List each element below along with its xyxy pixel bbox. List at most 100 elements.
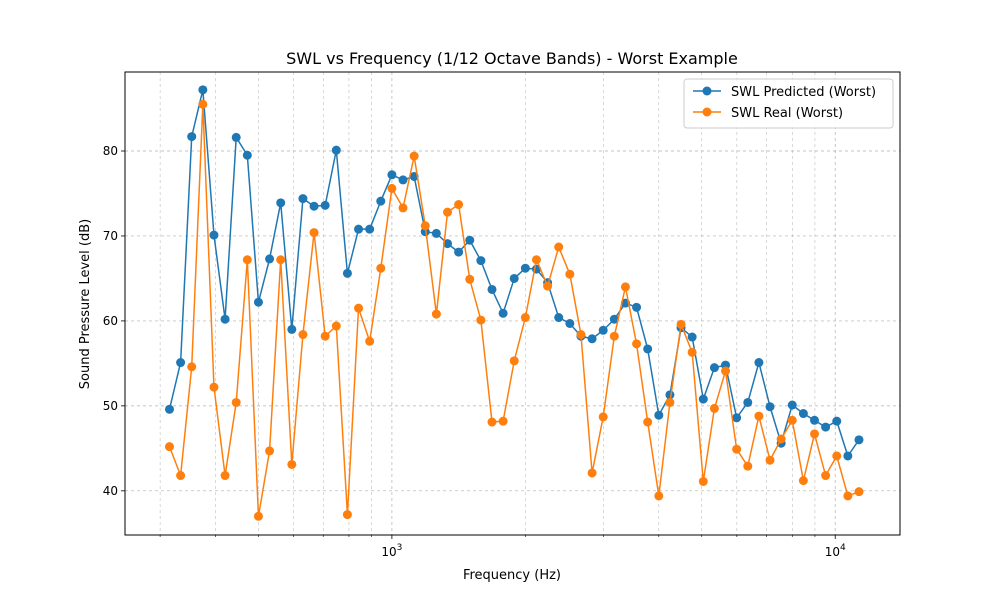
data-point bbox=[365, 336, 375, 346]
data-point bbox=[543, 281, 553, 291]
data-point bbox=[242, 255, 252, 265]
data-point bbox=[787, 400, 797, 410]
data-point bbox=[687, 347, 697, 357]
data-point bbox=[754, 358, 764, 368]
data-point bbox=[787, 415, 797, 425]
data-point bbox=[743, 397, 753, 407]
data-point bbox=[843, 491, 853, 501]
data-point bbox=[220, 471, 230, 481]
data-point bbox=[487, 417, 497, 427]
data-point bbox=[331, 321, 341, 331]
data-point bbox=[320, 331, 330, 341]
data-point bbox=[676, 319, 686, 329]
data-point bbox=[276, 198, 286, 208]
data-point bbox=[409, 151, 419, 161]
data-point bbox=[554, 313, 564, 323]
legend-label-predicted: SWL Predicted (Worst) bbox=[731, 85, 876, 100]
data-point bbox=[443, 239, 453, 249]
data-point bbox=[554, 242, 564, 252]
data-point bbox=[498, 416, 508, 426]
data-point bbox=[531, 255, 541, 265]
data-point bbox=[231, 397, 241, 407]
data-point bbox=[443, 207, 453, 217]
data-point bbox=[198, 85, 208, 95]
data-point bbox=[643, 344, 653, 354]
data-point bbox=[620, 282, 630, 292]
data-point bbox=[253, 511, 263, 521]
plot-area bbox=[125, 72, 900, 535]
series-real bbox=[164, 99, 864, 521]
data-point bbox=[476, 315, 486, 325]
plot-frame bbox=[124, 71, 901, 536]
data-point bbox=[587, 468, 597, 478]
data-point bbox=[265, 254, 275, 264]
data-point bbox=[798, 409, 808, 419]
y-tick-label: 60 bbox=[103, 314, 118, 328]
data-point bbox=[209, 382, 219, 392]
data-point bbox=[298, 330, 308, 340]
data-point bbox=[654, 491, 664, 501]
legend-box bbox=[683, 78, 894, 129]
data-point bbox=[287, 324, 297, 334]
data-point bbox=[376, 263, 386, 273]
data-point bbox=[520, 263, 530, 273]
data-point bbox=[520, 313, 530, 323]
data-point bbox=[698, 394, 708, 404]
data-point bbox=[809, 429, 819, 439]
data-point bbox=[609, 331, 619, 341]
data-point bbox=[387, 183, 397, 193]
data-point bbox=[354, 303, 364, 313]
data-point bbox=[331, 145, 341, 155]
data-point bbox=[743, 461, 753, 471]
data-point bbox=[565, 318, 575, 328]
data-point bbox=[376, 196, 386, 206]
data-point bbox=[220, 314, 230, 324]
data-point bbox=[487, 284, 497, 294]
data-point bbox=[643, 417, 653, 427]
data-point bbox=[342, 268, 352, 278]
data-point bbox=[398, 175, 408, 185]
legend: SWL Predicted (Worst) SWL Real (Worst) bbox=[683, 78, 894, 129]
data-point bbox=[253, 297, 263, 307]
ticks: 103 104 40 50 60 70 80 bbox=[103, 144, 846, 559]
data-point bbox=[687, 332, 697, 342]
data-point bbox=[798, 476, 808, 486]
x-axis-label: Frequency (Hz) bbox=[463, 568, 561, 583]
x-tick-label: 104 bbox=[825, 543, 846, 559]
data-point bbox=[598, 412, 608, 422]
data-point bbox=[187, 132, 197, 142]
data-point bbox=[509, 273, 519, 283]
data-point bbox=[309, 228, 319, 238]
data-point bbox=[387, 170, 397, 180]
data-point bbox=[765, 455, 775, 465]
legend-label-real: SWL Real (Worst) bbox=[731, 106, 843, 121]
data-point bbox=[454, 247, 464, 257]
data-point bbox=[609, 314, 619, 324]
data-point bbox=[765, 402, 775, 412]
data-point bbox=[476, 256, 486, 266]
y-tick-label: 70 bbox=[103, 229, 118, 243]
data-point bbox=[398, 203, 408, 213]
y-tick-label: 40 bbox=[103, 484, 118, 498]
data-point bbox=[509, 356, 519, 366]
data-point bbox=[565, 269, 575, 279]
data-point bbox=[231, 132, 241, 142]
data-point bbox=[709, 363, 719, 373]
series-layer bbox=[164, 85, 864, 521]
data-point bbox=[776, 434, 786, 444]
data-point bbox=[342, 510, 352, 520]
data-point bbox=[632, 339, 642, 349]
x-tick-label: 103 bbox=[381, 543, 402, 559]
data-point bbox=[309, 201, 319, 211]
data-point bbox=[354, 224, 364, 234]
data-point bbox=[854, 487, 864, 497]
data-point bbox=[265, 446, 275, 456]
data-point bbox=[454, 200, 464, 210]
data-point bbox=[821, 422, 831, 432]
data-point bbox=[465, 274, 475, 284]
data-point bbox=[632, 302, 642, 312]
data-point bbox=[176, 471, 186, 481]
data-point bbox=[498, 308, 508, 318]
data-point bbox=[821, 471, 831, 481]
